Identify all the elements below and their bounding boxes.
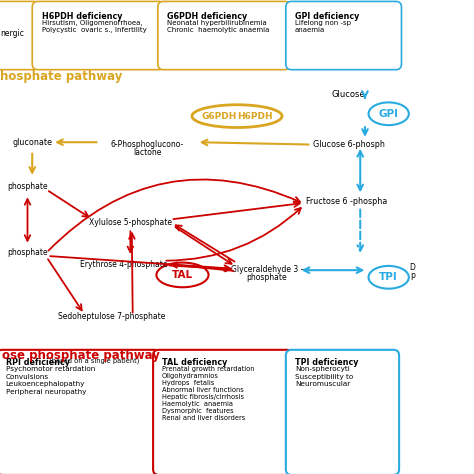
Text: hosphate pathway: hosphate pathway: [0, 70, 122, 83]
Text: Renal and liver disorders: Renal and liver disorders: [162, 415, 246, 421]
Text: GPI: GPI: [379, 109, 399, 119]
Text: Peripheral neuropathy: Peripheral neuropathy: [6, 389, 86, 395]
Text: Neuromuscular: Neuromuscular: [295, 381, 350, 387]
Text: phosphate: phosphate: [7, 248, 48, 257]
Text: gluconate: gluconate: [12, 138, 52, 146]
Ellipse shape: [192, 105, 282, 128]
Text: Oligohydramnios: Oligohydramnios: [162, 373, 219, 379]
Text: p: p: [410, 271, 415, 280]
Text: Lifelong non -sp: Lifelong non -sp: [295, 20, 351, 26]
Text: phosphate: phosphate: [7, 182, 48, 191]
Text: Leukoencephalopathy: Leukoencephalopathy: [6, 381, 85, 387]
Text: ose phosphate pathway: ose phosphate pathway: [2, 349, 160, 362]
Text: Hepatic fibrosis/cirrhosis: Hepatic fibrosis/cirrhosis: [162, 394, 244, 400]
Text: Dysmorphic  features: Dysmorphic features: [162, 408, 234, 414]
Text: TPI deficiency: TPI deficiency: [295, 358, 358, 367]
Text: TAL: TAL: [172, 270, 193, 280]
Text: D: D: [410, 263, 415, 272]
Text: Erythrose 4-phosphate: Erythrose 4-phosphate: [81, 260, 168, 268]
Text: G6PDH deficiency: G6PDH deficiency: [167, 12, 247, 21]
Text: Susceptibility to: Susceptibility to: [295, 374, 353, 380]
Text: Sedoheptulose 7-phosphate: Sedoheptulose 7-phosphate: [58, 312, 165, 321]
Text: Prenatal growth retardation: Prenatal growth retardation: [162, 366, 255, 372]
Text: Chronic  haemolytic anaemia: Chronic haemolytic anaemia: [167, 27, 269, 34]
Text: Non-spherocyti: Non-spherocyti: [295, 366, 350, 372]
Text: Abnormal liver functions: Abnormal liver functions: [162, 387, 244, 393]
Text: Psychomotor retardation: Psychomotor retardation: [6, 366, 95, 372]
FancyBboxPatch shape: [158, 1, 290, 70]
FancyBboxPatch shape: [286, 350, 399, 474]
Ellipse shape: [156, 263, 209, 287]
Text: Neonatal hyperbilirubinemia: Neonatal hyperbilirubinemia: [167, 20, 266, 26]
Text: anaemia: anaemia: [295, 27, 325, 34]
FancyBboxPatch shape: [0, 350, 160, 474]
Text: lactone: lactone: [133, 148, 161, 157]
Text: Glucose: Glucose: [332, 90, 365, 99]
Ellipse shape: [368, 102, 409, 125]
Text: Xylulose 5-phosphate: Xylulose 5-phosphate: [89, 219, 172, 227]
Text: H6PDH: H6PDH: [237, 112, 273, 120]
Text: Convulsions: Convulsions: [6, 374, 49, 380]
Text: TPI: TPI: [379, 272, 398, 283]
Ellipse shape: [368, 266, 409, 289]
Text: Polycystic  ovaric s., Infertility: Polycystic ovaric s., Infertility: [42, 27, 146, 34]
Text: Hirsutism, Oligomenorrhoea,: Hirsutism, Oligomenorrhoea,: [42, 20, 142, 26]
Text: RPI deficiency: RPI deficiency: [6, 358, 70, 367]
Text: Hydrops  fetalis: Hydrops fetalis: [162, 380, 214, 386]
Text: phosphate: phosphate: [246, 273, 287, 283]
Text: nergic: nergic: [0, 29, 24, 37]
Text: H6PDH deficiency: H6PDH deficiency: [42, 12, 122, 21]
Text: Haemolytic  anaemia: Haemolytic anaemia: [162, 401, 233, 407]
Text: Glyceraldehyde 3 -: Glyceraldehyde 3 -: [231, 265, 303, 274]
Text: Glucose 6-phosph: Glucose 6-phosph: [313, 140, 385, 149]
Text: G6PDH: G6PDH: [201, 112, 237, 120]
Text: 6-Phosphoglucono-: 6-Phosphoglucono-: [110, 140, 183, 149]
FancyBboxPatch shape: [0, 1, 39, 70]
FancyBboxPatch shape: [153, 350, 292, 474]
Text: Fructose 6 -phospha: Fructose 6 -phospha: [306, 197, 387, 206]
Text: TAL deficiency: TAL deficiency: [162, 358, 228, 367]
FancyBboxPatch shape: [32, 1, 164, 70]
FancyBboxPatch shape: [286, 1, 401, 70]
Text: GPI deficiency: GPI deficiency: [295, 12, 359, 21]
Text: (based on a single patient): (based on a single patient): [47, 358, 140, 365]
